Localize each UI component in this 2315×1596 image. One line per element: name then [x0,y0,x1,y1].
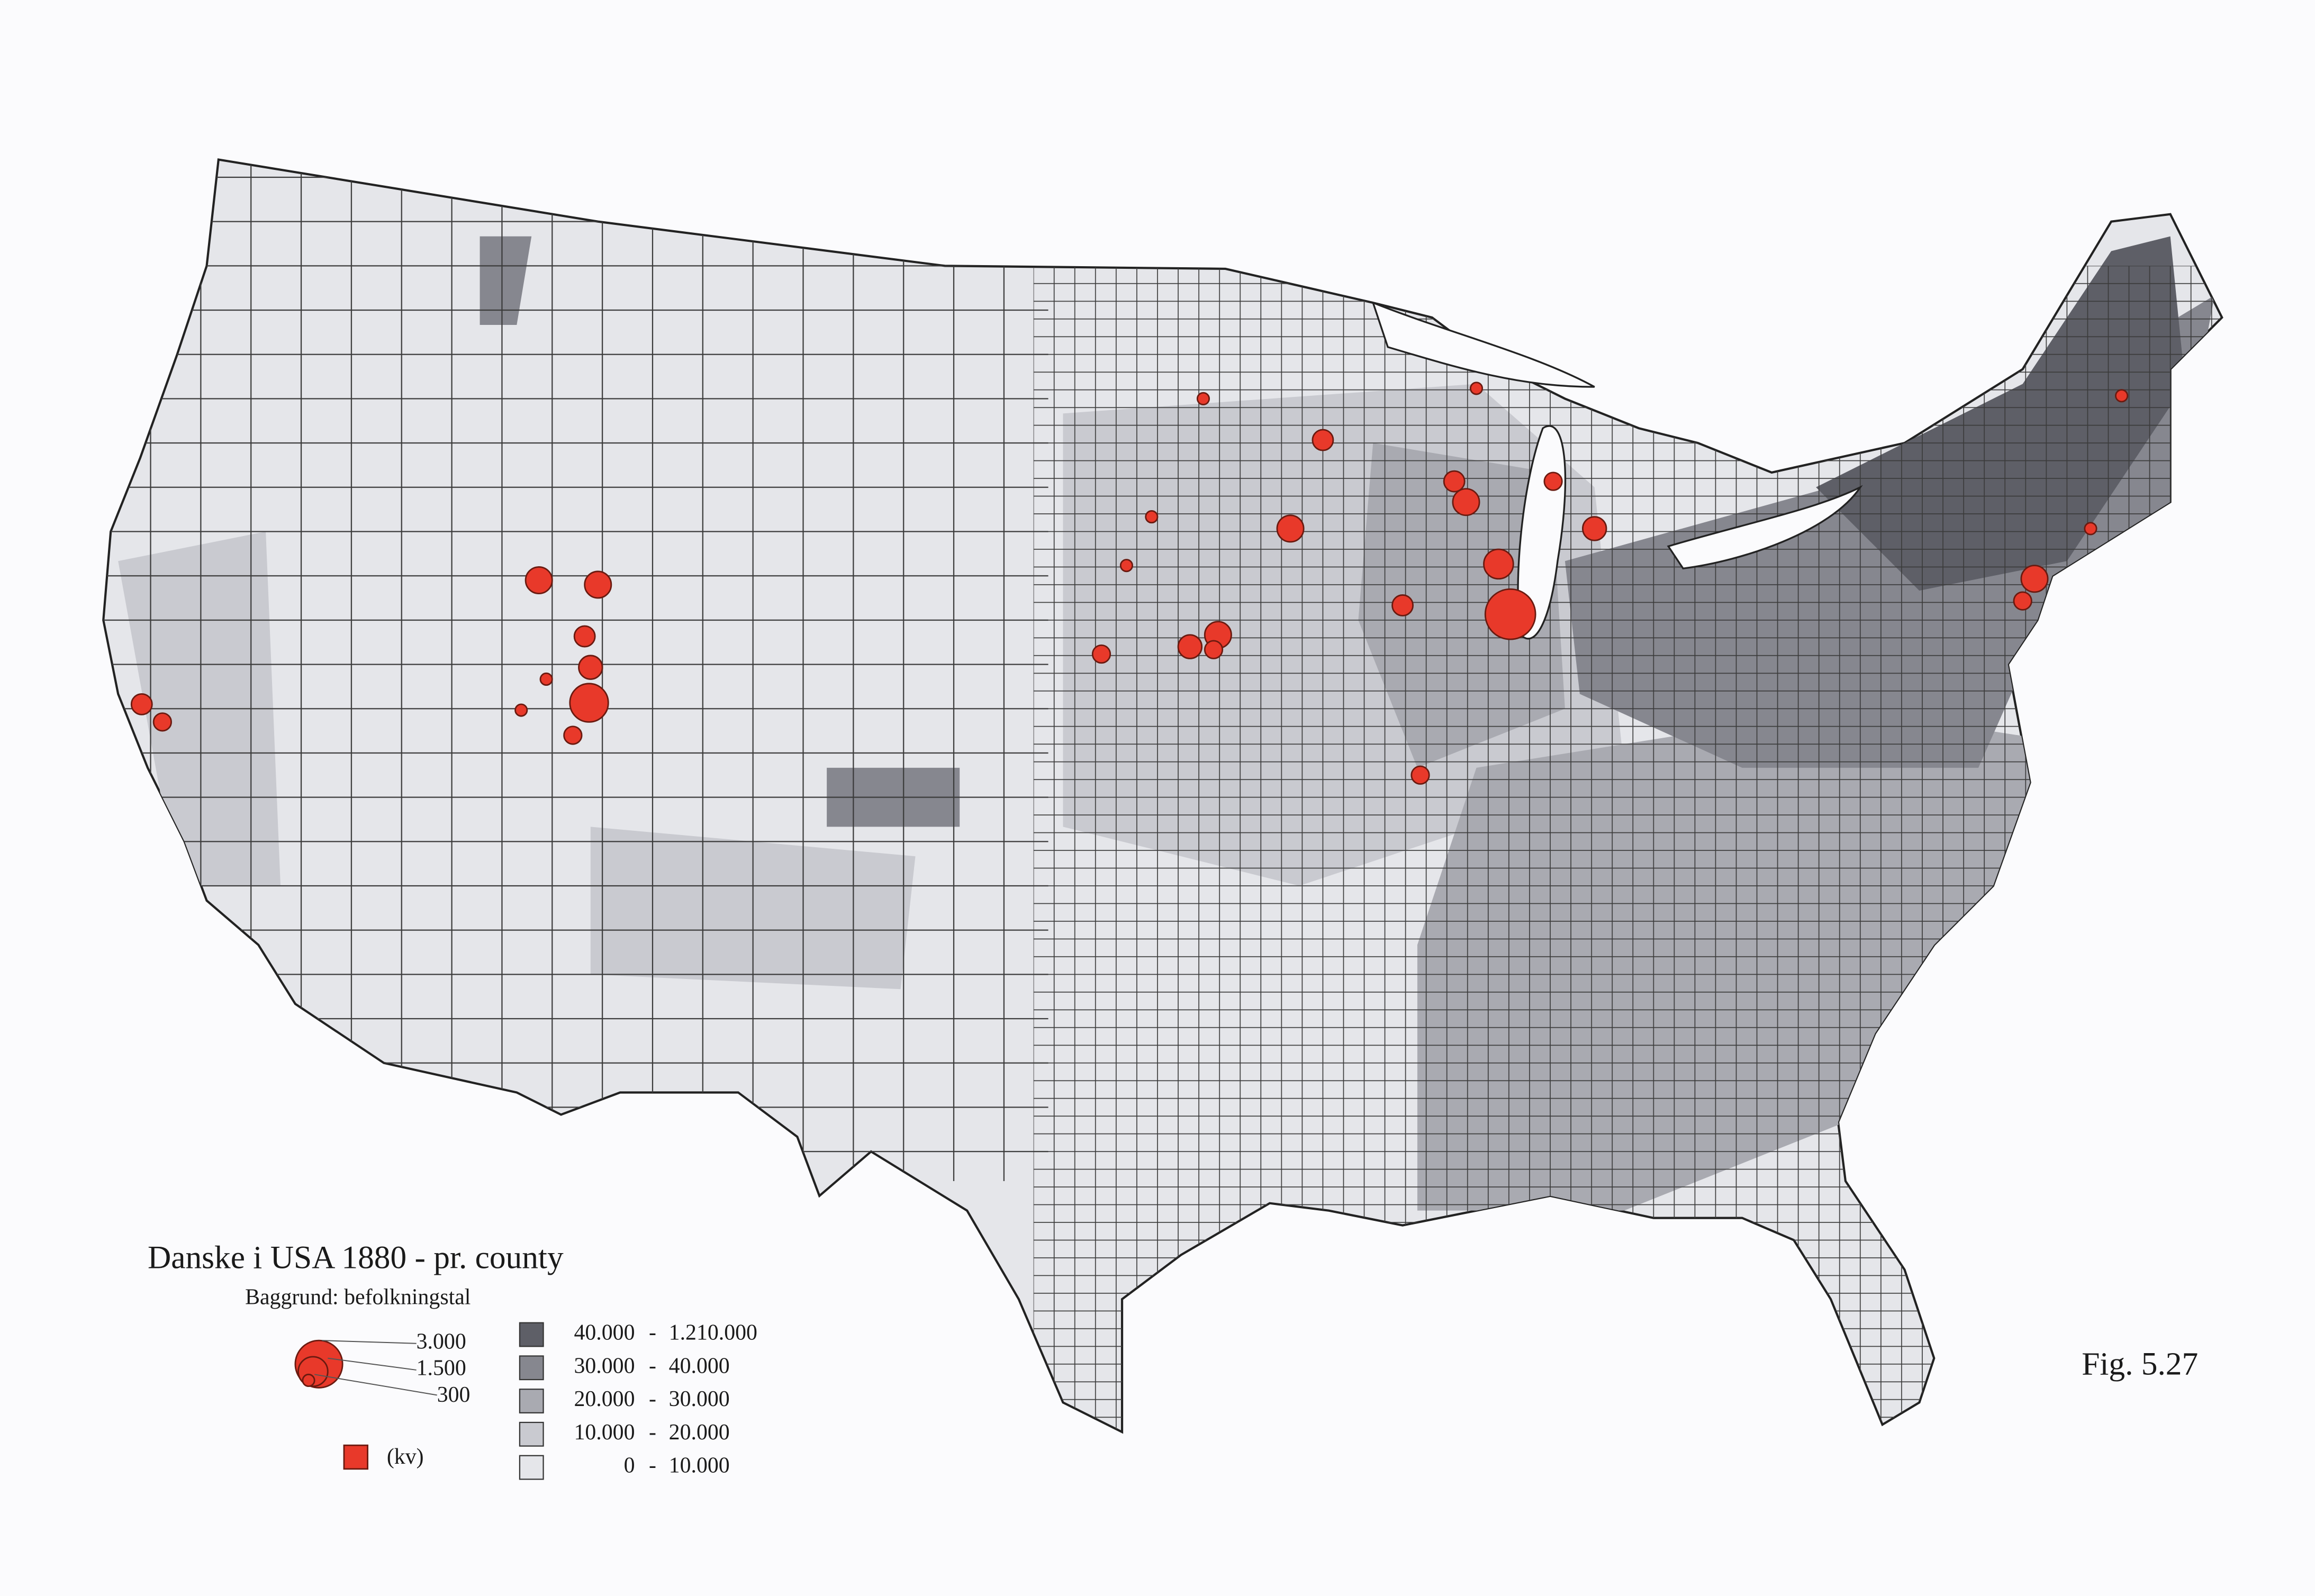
class-sep: - [649,1420,656,1445]
symbol [1091,644,1111,664]
class-swatch [519,1322,544,1347]
class-sep: - [649,1354,656,1378]
class-from: 30.000 [574,1354,635,1378]
class-from: 40.000 [574,1321,635,1345]
symbol [1276,514,1305,543]
class-legend: 40.000-1.210.00030.000-40.00020.000-30.0… [519,1321,757,1480]
symbol [2020,565,2049,593]
size-label: 3.000 [417,1329,466,1354]
symbol [1484,588,1536,640]
class-swatch [519,1355,544,1381]
symbol [130,693,153,715]
symbol [1196,392,1210,405]
symbol [2084,522,2097,536]
class-sep: - [649,1321,656,1345]
women-symbol [343,1444,368,1470]
legend-subtitle: Baggrund: befolkningstal [245,1285,471,1310]
symbol [1483,548,1514,580]
symbol [1443,470,1466,493]
symbol [2013,591,2032,611]
symbol [514,703,528,717]
symbol [1119,559,1133,573]
symbol [1452,488,1480,516]
symbol [1581,516,1607,541]
symbol-circles [130,382,2129,785]
east-county-lines [1033,266,2222,1432]
lake-erie [1667,485,1863,570]
size-leaders [314,1340,437,1396]
class-to: 40.000 [669,1354,730,1378]
legend: Danske i USA 1880 - pr. county Baggrund:… [148,1240,757,1480]
symbol [1312,429,1334,451]
symbol [2115,389,2129,403]
symbol [539,672,553,686]
class-swatch [519,1389,544,1413]
west-county-lines [103,159,1048,1181]
size-label: 300 [437,1383,471,1407]
symbol [1543,471,1563,491]
legend-title: Danske i USA 1880 - pr. county [148,1240,564,1276]
class-to: 1.210.000 [669,1321,757,1345]
class-from: 20.000 [574,1387,635,1411]
symbol [525,566,553,595]
symbol [573,625,596,648]
symbol [1177,634,1203,659]
symbol [1469,382,1484,395]
symbol [1410,765,1430,785]
lake-superior [1371,301,1595,388]
symbol [1204,640,1224,659]
class-to: 20.000 [669,1420,730,1445]
class-swatch [519,1455,544,1480]
class-sep: - [649,1387,656,1411]
symbol [1145,510,1159,524]
symbol [569,683,609,723]
size-symbols [294,1339,343,1389]
class-to: 10.000 [669,1454,730,1478]
class-sep: - [649,1454,656,1478]
class-from: 10.000 [574,1420,635,1445]
class-to: 30.000 [669,1387,730,1411]
women-label: (kv) [387,1445,424,1469]
symbol [584,570,612,599]
symbol [1391,594,1414,616]
size-symbol-small [302,1373,315,1388]
figure-label: Fig. 5.27 [2082,1346,2198,1382]
symbol [152,712,172,732]
class-swatch [519,1421,544,1447]
symbol [578,655,603,680]
size-label: 1.500 [417,1356,466,1381]
symbol [563,726,583,745]
class-from: 0 [624,1454,635,1478]
